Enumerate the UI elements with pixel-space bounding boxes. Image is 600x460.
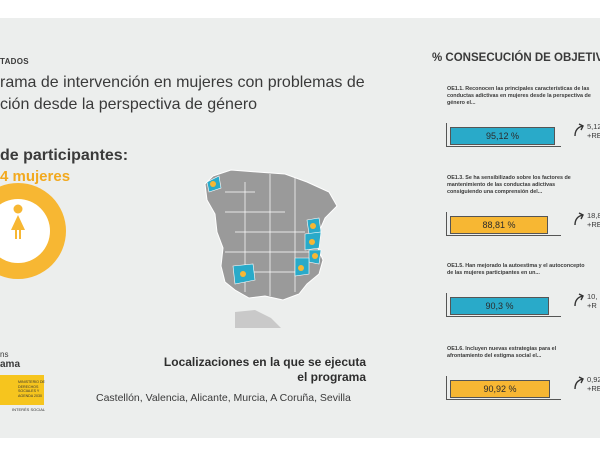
objective-bar: 88,81 % bbox=[450, 216, 548, 234]
objective-delta: 0,92 +RE bbox=[587, 375, 600, 393]
objective-bar: 90,92 % bbox=[450, 380, 550, 398]
trend-arrow-icon bbox=[574, 212, 584, 226]
objective-item: OE1.3. Se ha sensibilizado sobre los fac… bbox=[432, 175, 600, 253]
woman-icon bbox=[11, 204, 25, 239]
locations-list: Castellón, Valencia, Alicante, Murcia, A… bbox=[96, 392, 351, 404]
bar-y-axis bbox=[446, 123, 447, 147]
marker-castellon bbox=[310, 223, 316, 229]
marker-valencia bbox=[309, 239, 315, 245]
objective-text: OE1.1. Reconocen las principales caracte… bbox=[447, 86, 591, 106]
objective-item: OE1.5. Han mejorado la autoestima y el a… bbox=[432, 263, 600, 341]
objective-item: OE1.1. Reconocen las principales caracte… bbox=[432, 86, 600, 164]
objective-bar-chart: 90,92 % bbox=[446, 374, 561, 400]
objective-text: OE1.5. Han mejorado la autoestima y el a… bbox=[447, 263, 585, 276]
marker-a-coruna bbox=[210, 181, 216, 187]
bar-y-axis bbox=[446, 212, 447, 236]
bar-y-axis bbox=[446, 293, 447, 317]
participants-count: 4 mujeres bbox=[0, 168, 71, 185]
objective-item: OE1.6. Incluyen nuevas estrategias para … bbox=[432, 346, 600, 424]
trend-arrow-icon bbox=[574, 123, 584, 137]
objective-delta: 18,8 +RE bbox=[587, 211, 600, 229]
bar-x-axis bbox=[446, 146, 561, 147]
objective-bar: 95,12 % bbox=[450, 127, 555, 145]
objective-delta: 10, +R bbox=[587, 292, 598, 310]
program-title-line1: rama de intervención en mujeres con prob… bbox=[0, 74, 365, 91]
objective-bar-chart: 88,81 % bbox=[446, 210, 561, 236]
trend-arrow-icon bbox=[574, 293, 584, 307]
marker-sevilla bbox=[240, 271, 246, 277]
program-title: rama de intervención en mujeres con prob… bbox=[0, 72, 390, 116]
top-band bbox=[0, 0, 600, 18]
bar-x-axis bbox=[446, 399, 561, 400]
government-logo-subtitle: INTERÉS SOCIAL bbox=[12, 407, 46, 412]
bottom-band bbox=[0, 438, 600, 460]
objective-delta: 5,12 +RE bbox=[587, 122, 600, 140]
section-label: TADOS bbox=[0, 57, 29, 66]
objective-bar-chart: 90,3 % bbox=[446, 291, 561, 317]
participants-title: de participantes: bbox=[0, 147, 129, 164]
participants-badge-inner bbox=[0, 199, 50, 263]
program-title-line2: ción desde la perspectiva de género bbox=[0, 96, 258, 113]
bar-y-axis bbox=[446, 376, 447, 400]
objective-bar: 90,3 % bbox=[450, 297, 549, 315]
marker-murcia bbox=[298, 265, 304, 271]
spain-map bbox=[204, 169, 338, 328]
consecucion-title: % CONSECUCIÓN DE OBJETIV bbox=[432, 52, 600, 64]
government-logo bbox=[0, 375, 44, 405]
locations-title: Localizaciones en la que se ejecuta el p… bbox=[163, 355, 366, 384]
government-logo-text: MINISTERIO DE DERECHOS SOCIALES Y AGENDA… bbox=[18, 380, 45, 398]
north-africa-land bbox=[235, 310, 281, 328]
marker-alicante bbox=[312, 253, 318, 259]
bar-x-axis bbox=[446, 316, 561, 317]
org-logo-text: ns ama bbox=[0, 350, 21, 370]
objective-bar-chart: 95,12 % bbox=[446, 121, 561, 147]
bar-x-axis bbox=[446, 235, 561, 236]
objective-text: OE1.3. Se ha sensibilizado sobre los fac… bbox=[447, 175, 571, 195]
trend-arrow-icon bbox=[574, 376, 584, 390]
objective-text: OE1.6. Incluyen nuevas estrategias para … bbox=[447, 346, 557, 359]
